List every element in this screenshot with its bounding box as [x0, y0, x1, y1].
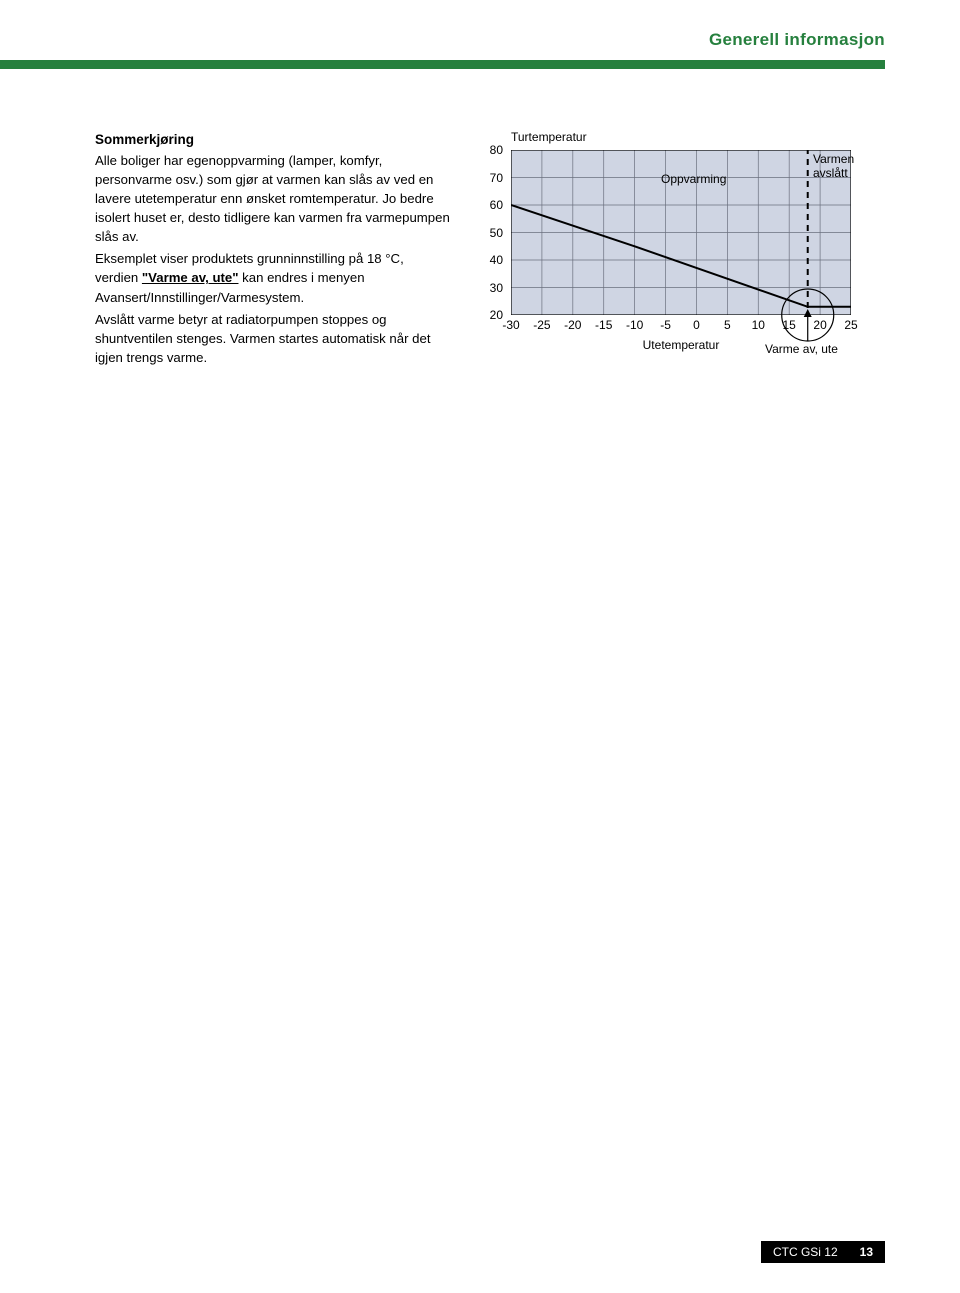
footer-page-number: 13 [860, 1245, 873, 1259]
x-tick-label: -25 [533, 318, 550, 332]
header-bar-sub [0, 67, 885, 69]
y-tick-label: 40 [473, 253, 503, 267]
region-label-off-2: avslått [813, 166, 848, 180]
x-tick-label: -5 [660, 318, 671, 332]
paragraph-3: Avslått varme betyr at radiatorpumpen st… [95, 310, 450, 367]
x-tick-label: 25 [844, 318, 857, 332]
article-subtitle: Sommerkjøring [95, 130, 450, 150]
x-tick-label: -20 [564, 318, 581, 332]
x-tick-label: -10 [626, 318, 643, 332]
y-tick-label: 20 [473, 308, 503, 322]
setting-name: "Varme av, ute" [142, 270, 239, 285]
region-label-heating: Oppvarming [661, 172, 726, 186]
y-tick-label: 30 [473, 281, 503, 295]
x-tick-label: -30 [502, 318, 519, 332]
x-tick-label: -15 [595, 318, 612, 332]
page-footer: CTC GSi 12 13 [761, 1241, 885, 1263]
y-tick-label: 60 [473, 198, 503, 212]
article-body: Sommerkjøring Alle boliger har egenoppva… [95, 130, 450, 370]
paragraph-2: Eksemplet viser produktets grunninnstill… [95, 249, 450, 306]
x-tick-label: 15 [782, 318, 795, 332]
section-title: Generell informasjon [709, 30, 885, 50]
x-tick-label: 0 [693, 318, 700, 332]
x-tick-label: 20 [813, 318, 826, 332]
y-tick-label: 70 [473, 171, 503, 185]
y-tick-label: 80 [473, 143, 503, 157]
region-label-off-1: Varmen [813, 152, 854, 166]
footer-doc-id: CTC GSi 12 [773, 1245, 838, 1259]
x-tick-label: 5 [724, 318, 731, 332]
x-tick-label: 10 [752, 318, 765, 332]
y-axis-title: Turtemperatur [511, 130, 587, 144]
heating-curve-chart: Turtemperatur Oppvarming Varmen avslått … [475, 130, 895, 360]
plot-area: Oppvarming Varmen avslått Utetemperatur … [511, 150, 851, 315]
header-bar [0, 60, 885, 67]
paragraph-1: Alle boliger har egenoppvarming (lamper,… [95, 151, 450, 247]
y-tick-label: 50 [473, 226, 503, 240]
callout-label: Varme av, ute [765, 342, 838, 356]
